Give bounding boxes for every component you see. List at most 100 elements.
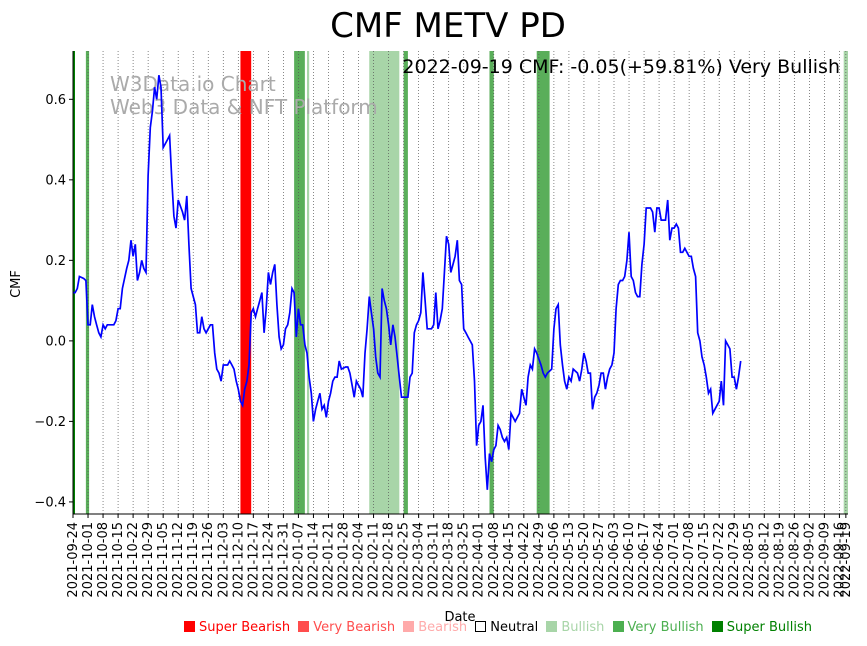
x-tick-label: 2022-03-11 — [427, 522, 442, 598]
x-tick-label: 2022-05-27 — [592, 522, 607, 598]
signal-bands — [73, 51, 848, 514]
legend-label: Very Bullish — [627, 620, 704, 635]
y-axis-label: CMF — [9, 270, 24, 298]
band-bullish — [369, 51, 400, 514]
x-tick-label: 2022-07-22 — [712, 522, 727, 598]
x-tick-label: 2022-05-13 — [562, 522, 577, 598]
x-tick-label: 2021-11-05 — [156, 522, 171, 598]
legend-label: Bearish — [418, 620, 468, 635]
y-ticks: −0.4 −0.2 0.0 0.2 0.4 0.6 — [34, 93, 73, 510]
x-tick-label: 2022-02-11 — [367, 522, 382, 598]
legend-swatch — [612, 621, 624, 632]
legend-item-super-bearish: Super Bearish — [184, 620, 290, 635]
x-tick-label: 2021-10-15 — [111, 522, 126, 598]
annotation-text: 2022-09-19 CMF: -0.05(+59.81%) Very Bull… — [402, 56, 840, 78]
legend-label: Super Bearish — [199, 620, 291, 635]
y-tick-label: 0.0 — [45, 334, 66, 349]
x-tick-label: 2021-11-12 — [171, 522, 186, 598]
x-tick-label: 2022-02-18 — [382, 522, 397, 598]
x-axis-label: Date — [444, 610, 475, 625]
x-tick-label: 2021-12-03 — [216, 522, 231, 598]
cmf-series-line — [73, 75, 742, 490]
vertical-gridlines — [72, 51, 847, 514]
band-very-bullish — [294, 51, 305, 514]
legend: Super Bearish Very Bearish Bearish Neutr… — [184, 620, 816, 635]
x-tick-label: 2022-01-21 — [321, 522, 336, 598]
x-tick-label: 2021-10-22 — [126, 522, 141, 598]
x-tick-label: 2022-08-19 — [772, 522, 787, 598]
y-tick-label: −0.4 — [34, 495, 66, 510]
watermark-line-1: W3Data.io Chart — [110, 72, 276, 96]
x-tick-label: 2022-04-08 — [487, 522, 502, 598]
x-tick-label: 2022-06-24 — [652, 522, 667, 598]
legend-swatch — [184, 621, 195, 632]
legend-item-very-bearish: Very Bearish — [298, 620, 395, 635]
band-bullish — [307, 51, 310, 514]
y-tick-label: 0.4 — [45, 173, 66, 188]
x-tick-label: 2022-07-15 — [697, 522, 712, 598]
x-tick-label: 2022-06-03 — [607, 522, 622, 598]
x-tick-label: 2022-07-01 — [667, 522, 682, 598]
x-tick-label: 2022-08-05 — [742, 522, 757, 598]
x-tick-label: 2022-02-04 — [352, 522, 367, 598]
band-super-bearish — [240, 51, 252, 514]
x-tick-label: 2022-09-16 — [832, 522, 847, 598]
x-tick-label: 2022-04-15 — [502, 522, 517, 598]
x-tick-label: 2022-06-10 — [622, 522, 637, 598]
legend-item-super-bullish: Super Bullish — [711, 620, 812, 635]
legend-label: Bullish — [561, 620, 605, 635]
x-tick-label: 2022-09-19 — [839, 522, 854, 598]
chart-title: CMF METV PD — [330, 6, 566, 46]
band-very-bullish — [536, 51, 550, 514]
x-tick-label: 2022-08-12 — [757, 522, 772, 598]
x-tick-label: 2022-08-26 — [787, 522, 802, 598]
x-tick-label: 2021-11-19 — [186, 522, 201, 598]
legend-item-bearish: Bearish — [403, 620, 467, 635]
band-very-bullish — [85, 51, 90, 514]
band-very-bullish — [489, 51, 494, 514]
y-tick-label: −0.2 — [34, 415, 66, 430]
band-very-bullish — [403, 51, 408, 514]
x-tick-label: 2022-04-22 — [517, 522, 532, 598]
legend-swatch — [546, 621, 558, 632]
x-tick-label: 2022-03-18 — [442, 522, 457, 598]
x-tick-label: 2021-12-10 — [231, 522, 246, 598]
x-tick-label: 2022-09-02 — [802, 522, 817, 598]
x-tick-label: 2022-01-28 — [336, 522, 351, 598]
legend-label: Neutral — [490, 620, 539, 635]
legend-swatch — [298, 621, 310, 632]
legend-item-bullish: Bullish — [546, 620, 604, 635]
legend-item-neutral: Neutral — [475, 620, 538, 635]
band-super-bullish — [73, 51, 75, 514]
legend-item-very-bullish: Very Bullish — [612, 620, 704, 635]
x-tick-label: 2021-12-24 — [261, 522, 276, 598]
x-tick-label: 2021-12-31 — [276, 522, 291, 598]
watermark-line-2: Web3 Data & NFT Platform — [110, 95, 378, 119]
x-ticks: 2021-09-24 2021-10-01 2021-10-08 2021-10-15… — [66, 514, 854, 598]
legend-swatch — [403, 621, 415, 632]
x-tick-label: 2022-04-29 — [532, 522, 547, 598]
x-tick-label: 2021-11-26 — [201, 522, 216, 598]
legend-label: Super Bullish — [726, 620, 812, 635]
x-tick-label: 2021-10-08 — [96, 522, 111, 598]
x-tick-label: 2022-03-25 — [457, 522, 472, 598]
x-tick-label: 2022-04-01 — [472, 522, 487, 598]
watermark: W3Data.io Chart Web3 Data & NFT Platform — [110, 72, 378, 119]
x-tick-label: 2022-02-25 — [397, 522, 412, 598]
legend-label: Very Bearish — [313, 620, 396, 635]
x-tick-label: 2022-01-07 — [291, 522, 306, 598]
y-tick-label: 0.2 — [45, 254, 66, 269]
x-tick-label: 2021-12-17 — [246, 522, 261, 598]
x-tick-label: 2022-05-20 — [577, 522, 592, 598]
x-tick-label: 2021-10-01 — [81, 522, 96, 598]
x-tick-label: 2022-07-29 — [727, 522, 742, 598]
x-tick-label: 2022-03-04 — [412, 522, 427, 598]
x-tick-label: 2022-06-17 — [637, 522, 652, 598]
y-tick-label: 0.6 — [45, 93, 66, 108]
legend-swatch — [475, 621, 487, 632]
x-tick-label: 2022-01-14 — [306, 522, 321, 598]
x-tick-label: 2021-10-29 — [141, 522, 156, 598]
x-tick-label: 2022-07-08 — [682, 522, 697, 598]
legend-swatch — [711, 621, 723, 632]
